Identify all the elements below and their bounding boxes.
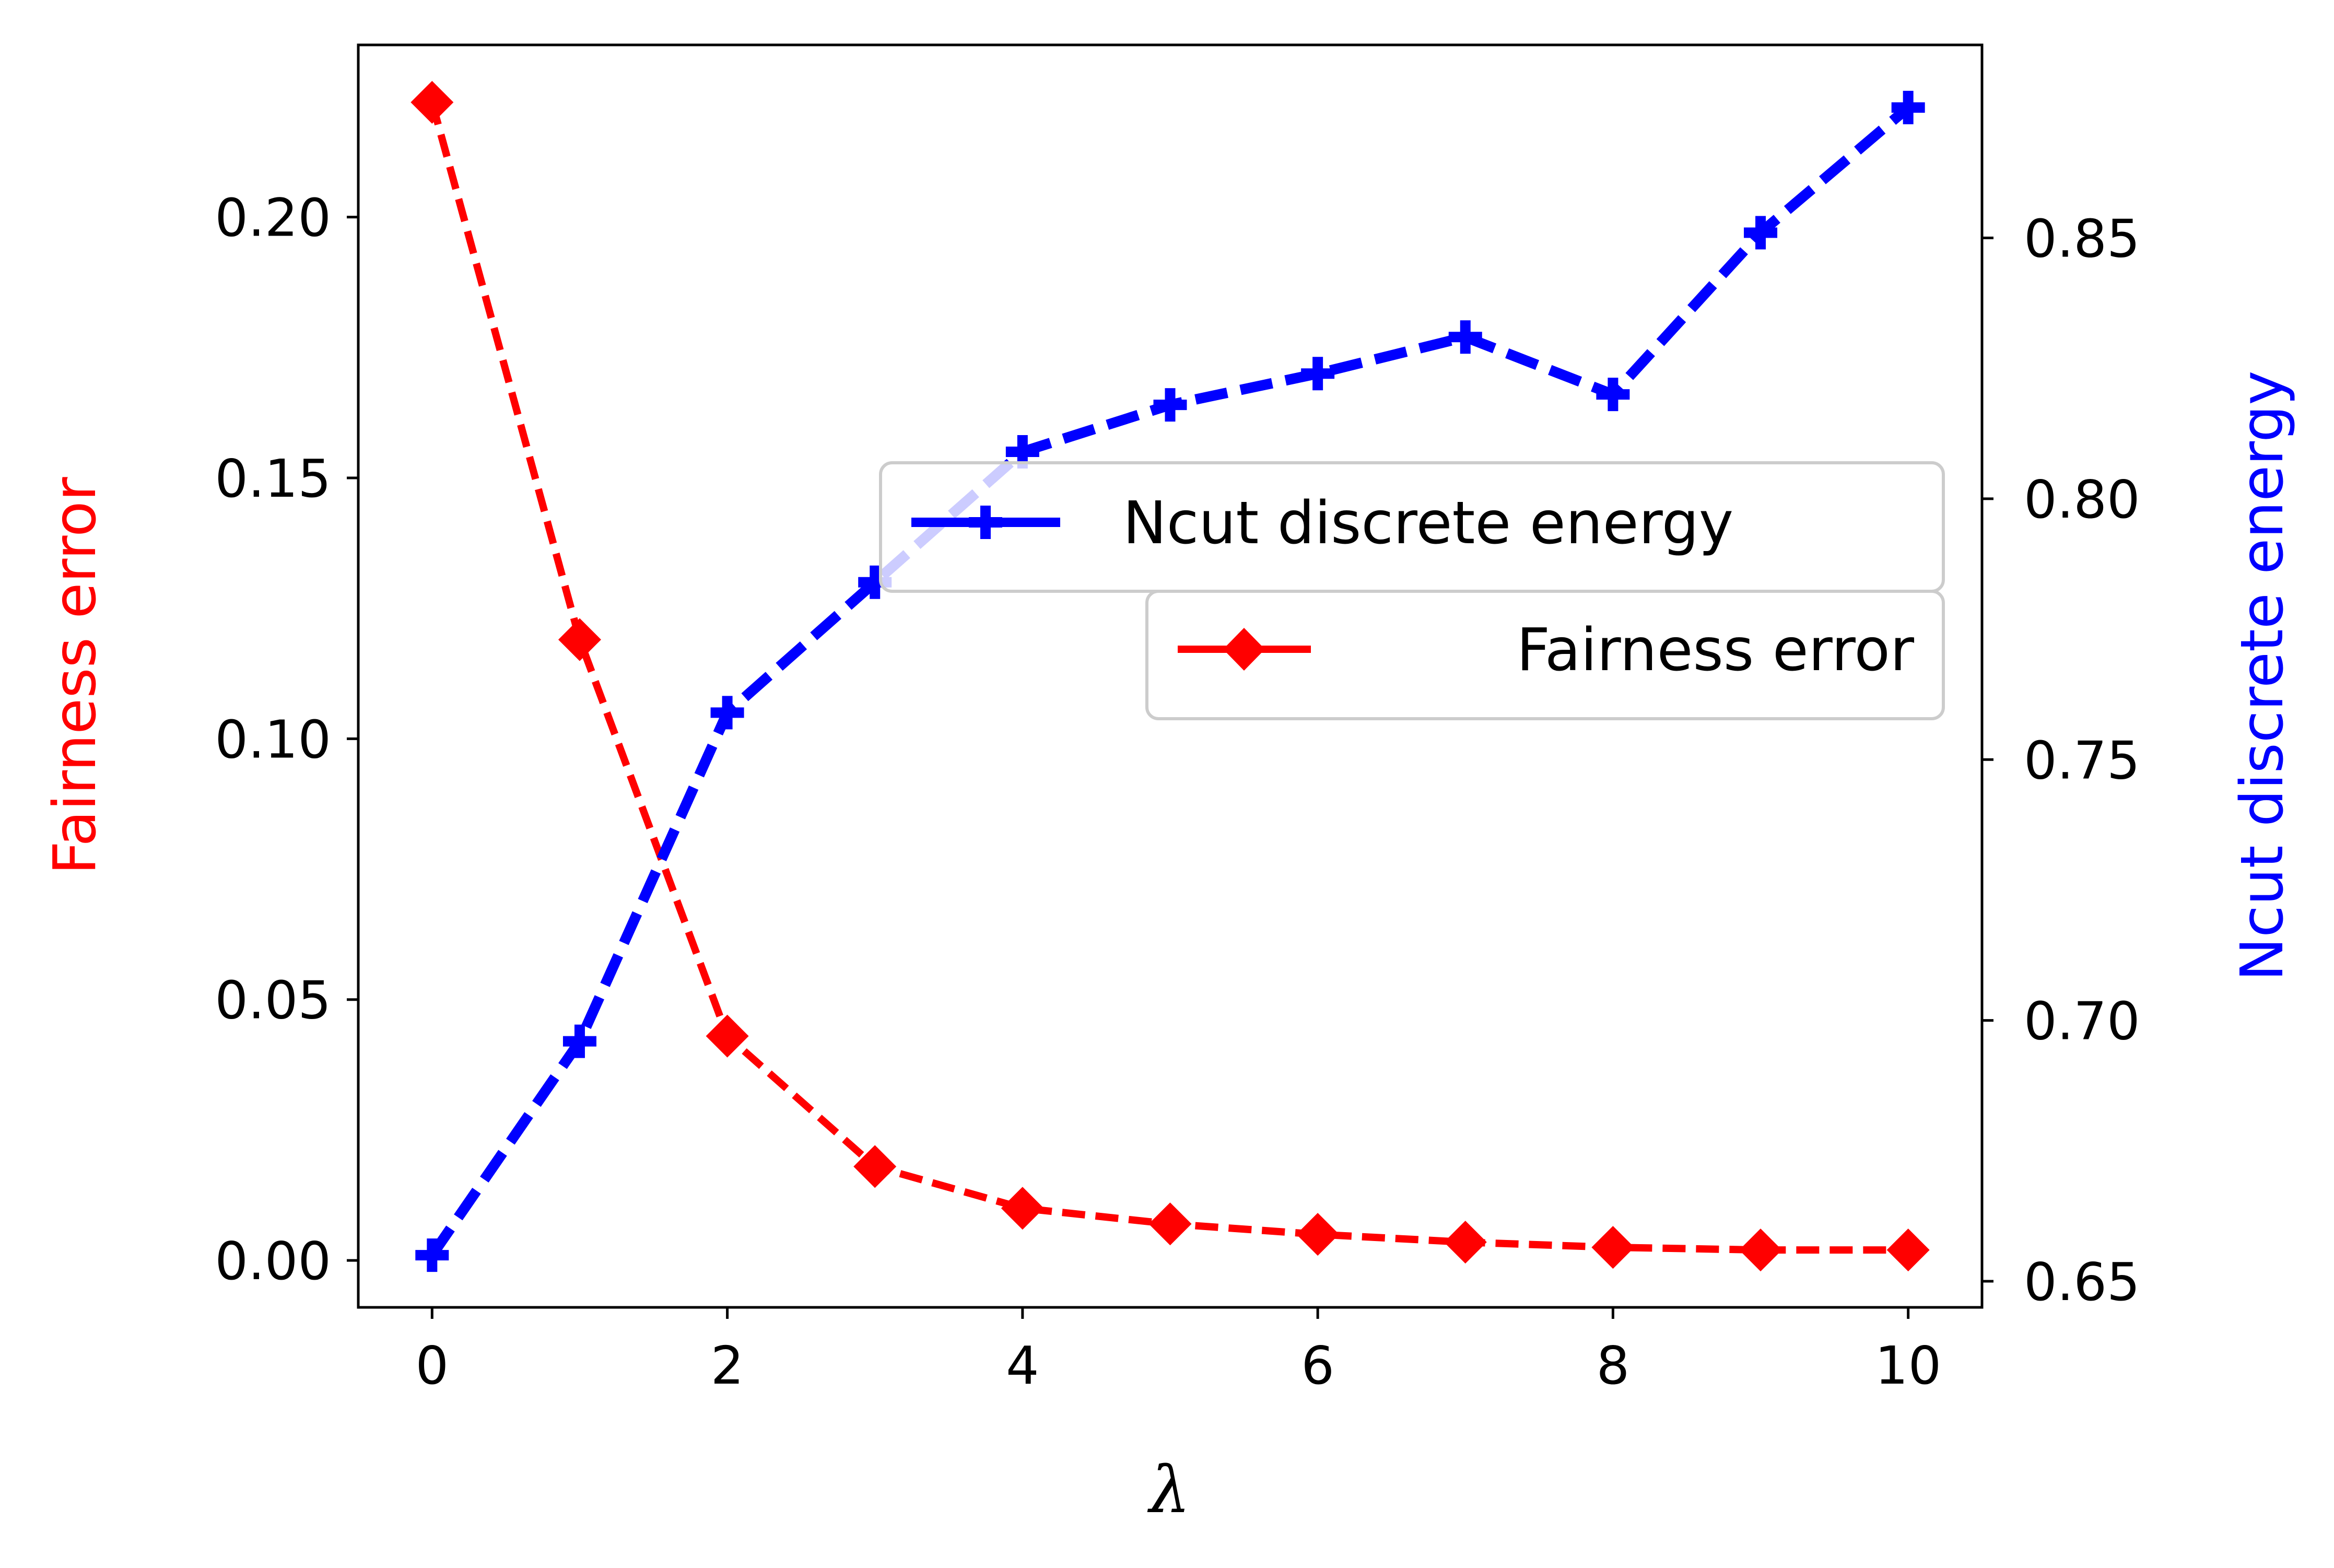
fairness-error-point [1444,1221,1487,1264]
ncut-energy-point [1301,357,1335,391]
fairness-error-point [410,80,454,124]
x-tick-label: 2 [711,1335,744,1396]
ncut-energy-point [415,1238,449,1272]
fairness-error-point [706,1014,749,1058]
series-fairness-error [410,80,1930,1272]
fairness-error-point [1001,1187,1044,1230]
ncut-energy-point [710,696,744,730]
fairness-error-point [1739,1228,1782,1272]
series-ncut-energy [415,90,1925,1272]
left-y-axis-title: Fairness error [41,476,109,874]
x-tick-label: 4 [1006,1335,1039,1396]
fairness-error-point [558,618,601,661]
left-y-tick-label: 0.00 [215,1231,331,1292]
x-tick-label: 0 [416,1335,449,1396]
fairness-error-point [1591,1226,1635,1269]
left-y-axis: 0.00 0.05 0.10 0.15 0.20 [215,188,358,1292]
right-y-tick-label: 0.85 [2024,208,2140,270]
ncut-energy-point [1596,378,1630,412]
fairness-error-point [1886,1228,1930,1272]
right-y-axis: 0.65 0.70 0.75 0.80 0.85 [1982,208,2140,1313]
right-y-tick-label: 0.80 [2024,469,2140,530]
legend-ncut-label: Ncut discrete energy [1123,489,1733,557]
right-y-axis-title: Ncut discrete energy [2229,370,2296,981]
left-y-tick-label: 0.20 [215,188,331,249]
ncut-energy-point [562,1024,596,1058]
legend-fairness-label: Fairness error [1517,616,1915,684]
legend-fairness: Fairness error [1145,590,1945,720]
right-y-tick-label: 0.75 [2024,730,2140,791]
x-tick-label: 10 [1875,1335,1941,1396]
x-axis: 0 2 4 6 8 10 [416,1307,1941,1396]
left-y-tick-label: 0.05 [215,970,331,1031]
ncut-energy-point [1744,216,1778,250]
right-y-tick-label: 0.65 [2024,1251,2140,1313]
ncut-energy-point [1891,90,1925,124]
legend-ncut-marker [969,506,1002,539]
x-tick-label: 6 [1301,1335,1334,1396]
legend-ncut: Ncut discrete energy [879,461,1945,593]
left-y-tick-label: 0.10 [215,709,331,770]
legend-fairness-marker [1223,628,1265,671]
fairness-error-point [853,1145,897,1188]
left-y-tick-label: 0.15 [215,448,331,509]
x-tick-label: 8 [1597,1335,1630,1396]
legend-fairness-box [1145,590,1945,720]
ncut-energy-point [1448,320,1482,354]
ncut-energy-point [1153,388,1187,422]
fairness-error-point [1296,1213,1340,1256]
right-y-tick-label: 0.70 [2024,991,2140,1052]
x-axis-title: λ [1147,1453,1191,1528]
plot-frame [357,43,1984,1309]
fairness-error-point [1148,1202,1192,1246]
